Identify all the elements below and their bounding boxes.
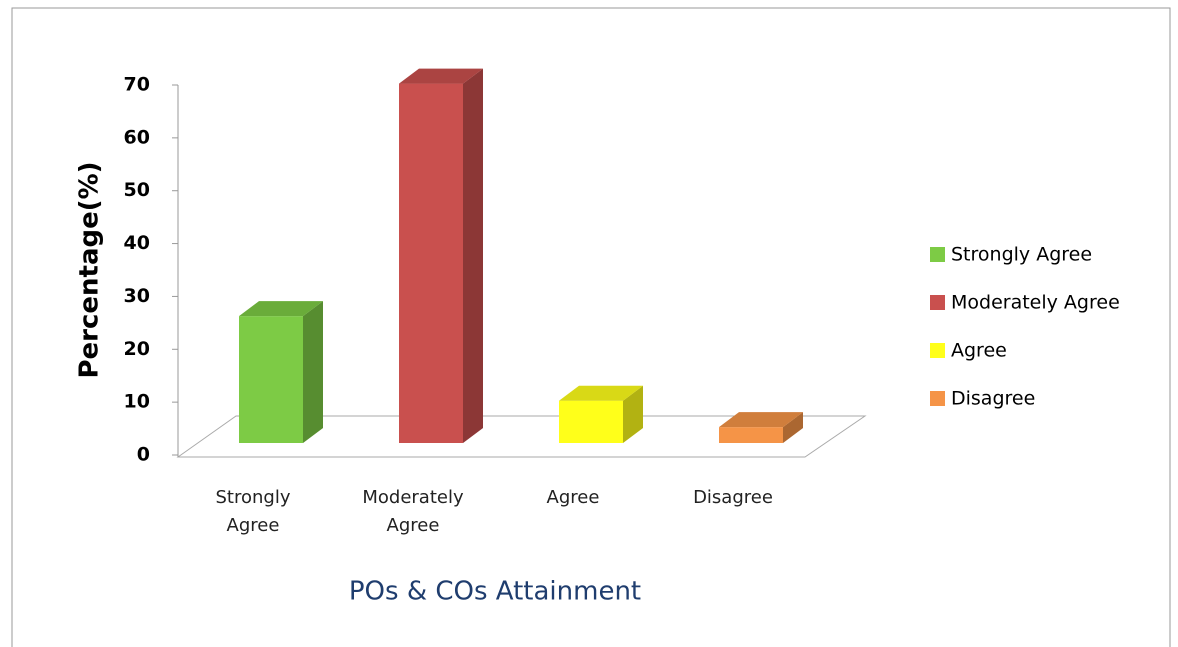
bar-top — [239, 301, 323, 317]
y-tick-label: 70 — [124, 74, 150, 96]
bar-side — [623, 385, 643, 443]
bar — [399, 83, 463, 444]
bar-side — [463, 68, 483, 444]
bar — [559, 400, 623, 443]
y-tick-label: 10 — [124, 391, 150, 413]
y-tick-label: 50 — [124, 179, 150, 201]
bar-side — [303, 301, 323, 443]
y-tick-label: 20 — [124, 338, 150, 360]
y-tick-label: 40 — [124, 232, 150, 254]
x-tick-label: Moderately Agree — [362, 487, 464, 536]
floor — [176, 415, 867, 458]
bar-side-shade — [623, 385, 643, 443]
legend-label: Strongly Agree — [951, 244, 1092, 266]
bar-top-shade — [719, 412, 803, 428]
legend-label: Moderately Agree — [951, 292, 1120, 314]
bar-top — [719, 412, 803, 428]
bar-side — [783, 412, 803, 443]
bar-top-shade — [239, 301, 323, 317]
bar-side-shade — [783, 412, 803, 443]
bar-side-shade — [303, 301, 323, 443]
bar-top-shade — [559, 385, 643, 401]
x-tick-label: Agree — [546, 487, 600, 508]
legend-swatch — [930, 391, 945, 406]
legend-swatch — [930, 343, 945, 358]
bar — [719, 427, 783, 443]
bar-top — [559, 385, 643, 401]
x-tick-label: Disagree — [693, 487, 773, 508]
legend-label: Agree — [951, 340, 1007, 362]
y-tick-label: 0 — [137, 444, 150, 466]
y-tick-label: 30 — [124, 285, 150, 307]
x-axis-title: POs & COs Attainment — [349, 577, 641, 607]
y-tick-label: 60 — [124, 126, 150, 148]
legend-swatch — [930, 247, 945, 262]
bar — [239, 316, 303, 443]
legend-label: Disagree — [951, 388, 1035, 410]
bar-top-shade — [399, 68, 483, 84]
chart-frame — [11, 7, 1171, 647]
x-tick-label: Strongly Agree — [215, 487, 291, 536]
bar-side-shade — [463, 68, 483, 444]
bar-top — [399, 68, 483, 84]
y-axis-title: Percentage(%) — [75, 161, 105, 378]
legend-swatch — [930, 295, 945, 310]
